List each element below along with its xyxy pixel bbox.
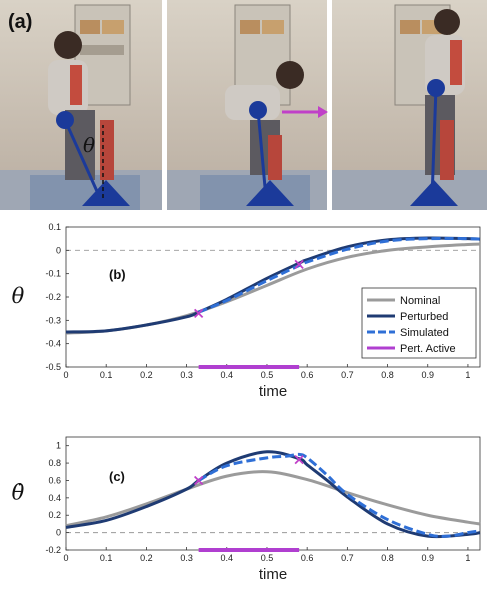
panel-label: (c) (109, 469, 125, 484)
legend-entry-label: Simulated (400, 327, 449, 339)
y-tick-label: 0.6 (48, 475, 61, 485)
x-tick-label: 0.8 (381, 370, 394, 380)
perturbation-marker (194, 475, 204, 486)
y-tick-label: -0.2 (45, 292, 61, 302)
x-tick-label: 0.5 (261, 370, 274, 380)
legend: Nominal Perturbed Simulated Pert. Active (361, 287, 477, 359)
legend-entry-label: Perturbed (400, 311, 448, 323)
y-tick-label: 0.4 (48, 493, 61, 503)
legend-entry-label: Nominal (400, 295, 440, 307)
y-tick-label: -0.3 (45, 315, 61, 325)
series-perturbed-line (65, 450, 481, 539)
x-tick-label: 1 (465, 370, 470, 380)
x-tick-label: 0.8 (381, 553, 394, 563)
x-axis-label: time (259, 566, 287, 583)
panel-label: (b) (109, 267, 126, 282)
panel-a-label: (a) (8, 11, 32, 33)
x-tick-label: 0.6 (301, 553, 314, 563)
pendulum-overlay-1: θ (56, 111, 130, 206)
x-tick-label: 0.5 (261, 553, 274, 563)
x-tick-label: 0.4 (221, 370, 234, 380)
perturbation-marker (294, 259, 304, 269)
x-tick-label: 0.3 (180, 370, 193, 380)
y-tick-label: 0.8 (48, 458, 61, 468)
photo-strip: θ (a) (0, 0, 487, 210)
chart-c: 0 0.1 0.2 0.3 0.4 0.5 0.6 0.7 0.8 0.9 1-0.200.20.4… (12, 436, 481, 583)
perturbation-marker (294, 454, 304, 465)
plots-area: 0 0.1 0.2 0.3 0.4 0.5 0.6 0.7 0.8 0.9 1 -0.5 -0.4 -0.… (12, 222, 481, 583)
x-tick-label: 0.1 (100, 553, 113, 563)
x-tick-label: 0.1 (100, 370, 113, 380)
y-axis-label: θ (12, 284, 25, 308)
x-tick-label: 0.2 (140, 553, 153, 563)
series-simulated-line (198, 236, 481, 314)
y-tick-label: 0 (56, 245, 61, 255)
x-tick-label: 0.9 (421, 370, 434, 380)
x-tick-label: 0 (63, 553, 68, 563)
theta-symbol: θ (83, 133, 95, 157)
x-axis-label: time (259, 383, 287, 400)
x-tick-label: 0.7 (341, 553, 354, 563)
x-tick-label: 0 (63, 370, 68, 380)
x-tick-label: 0.6 (301, 370, 314, 380)
photo-3 (332, 0, 487, 210)
x-tick-label: 0.2 (140, 370, 153, 380)
photo-1 (0, 0, 162, 210)
series-nominal-line (65, 470, 481, 528)
y-tick-label: -0.5 (45, 362, 61, 372)
y-tick-label: 0.1 (48, 222, 61, 232)
perturbation-marker (194, 308, 204, 318)
y-axis-label: θ̇ (12, 481, 25, 505)
x-tick-label: 0.9 (421, 553, 434, 563)
y-tick-label: 0.2 (48, 510, 61, 520)
x-tick-label: 0.4 (221, 553, 234, 563)
series-simulated-line (197, 452, 481, 538)
chart-b: 0 0.1 0.2 0.3 0.4 0.5 0.6 0.7 0.8 0.9 1 -0.5 -0.4 -0.… (12, 222, 481, 400)
legend-entry-label: Pert. Active (400, 343, 456, 355)
y-tick-label: -0.1 (45, 269, 61, 279)
x-tick-label: 0.3 (180, 553, 193, 563)
pendulum-overlay-3 (410, 79, 458, 206)
y-tick-label: 0 (56, 528, 61, 538)
y-tick-label: -0.4 (45, 339, 61, 349)
pendulum-overlay-2 (246, 101, 328, 206)
y-tick-label: -0.2 (45, 545, 61, 555)
x-tick-label: 1 (465, 553, 470, 563)
x-tick-label: 0.7 (341, 370, 354, 380)
y-tick-label: 1 (56, 441, 61, 451)
photo-2 (167, 0, 327, 210)
